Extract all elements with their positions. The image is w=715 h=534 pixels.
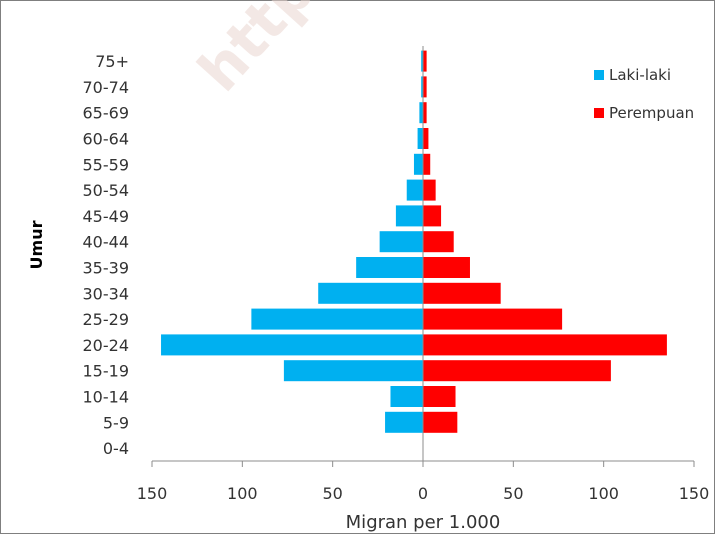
x-tick-label: 100 <box>227 484 258 503</box>
y-tick-label: 10-14 <box>83 388 130 407</box>
x-tick-label: 100 <box>588 484 619 503</box>
bar-perempuan-55-59 <box>423 153 431 175</box>
y-tick-label: 5-9 <box>103 413 129 432</box>
bar-perempuan-15-19 <box>423 360 611 382</box>
bar-laki-laki-5-9 <box>385 411 423 433</box>
bar-perempuan-25-29 <box>423 308 563 330</box>
y-axis-title: Umur <box>27 220 46 269</box>
bar-perempuan-20-24 <box>423 334 667 356</box>
bar-laki-laki-35-39 <box>356 257 423 278</box>
x-tick-label: 150 <box>137 484 168 503</box>
bar-laki-laki-45-49 <box>395 205 423 227</box>
y-tick-labels: 0-4 5-9 10-14 15-19 20-24 25-29 30-34 35-39 40-4… <box>83 52 130 458</box>
bar-perempuan-5-9 <box>423 411 458 433</box>
y-tick-label: 40-44 <box>83 233 130 252</box>
x-tick-label: 150 <box>679 484 710 503</box>
bar-perempuan-40-44 <box>423 231 454 253</box>
bar-laki-laki-60-64 <box>417 128 423 149</box>
bar-laki-laki-40-44 <box>379 231 423 253</box>
y-tick-label: 25-29 <box>83 310 130 329</box>
bar-laki-laki-10-14 <box>390 386 423 407</box>
bar-perempuan-65-69 <box>423 102 427 124</box>
bar-perempuan-45-49 <box>423 205 442 227</box>
bar-laki-laki-75+ <box>421 50 423 72</box>
legend-swatch <box>594 108 604 118</box>
bar-perempuan-75+ <box>423 50 427 72</box>
bar-laki-laki-25-29 <box>251 308 423 330</box>
bar-laki-laki-30-34 <box>318 282 423 304</box>
bar-perempuan-10-14 <box>423 386 456 407</box>
bar-perempuan-60-64 <box>423 128 429 149</box>
y-tick-label: 30-34 <box>83 284 130 303</box>
bar-laki-laki-50-54 <box>406 179 423 201</box>
y-tick-label: 35-39 <box>83 259 130 278</box>
bar-perempuan-50-54 <box>423 179 436 201</box>
bar-laki-laki-55-59 <box>413 153 423 175</box>
bar-laki-laki-65-69 <box>419 102 423 124</box>
y-tick-label: 55-59 <box>83 155 130 174</box>
x-tick-label: 50 <box>322 484 342 503</box>
bar-laki-laki-70-74 <box>421 76 423 98</box>
legend-label: Laki-laki <box>609 66 671 84</box>
x-axis: 150 100 50 0 50 100 150 <box>137 460 710 503</box>
bar-laki-laki-15-19 <box>283 360 423 382</box>
legend-swatch <box>594 70 604 80</box>
legend: Laki-laki Perempuan <box>594 66 694 122</box>
y-tick-label: 20-24 <box>83 336 130 355</box>
y-tick-label: 45-49 <box>83 207 130 226</box>
watermark-text: http <box>185 0 328 104</box>
x-axis-title: Migran per 1.000 <box>346 512 501 533</box>
bar-perempuan-70-74 <box>423 76 427 98</box>
y-tick-label: 50-54 <box>83 181 130 200</box>
bars-group <box>161 46 667 461</box>
y-tick-label: 75+ <box>95 52 129 71</box>
y-tick-label: 0-4 <box>103 439 129 458</box>
y-tick-label: 15-19 <box>83 362 130 381</box>
x-tick-label: 0 <box>418 484 428 503</box>
y-tick-label: 70-74 <box>83 78 130 97</box>
y-tick-label: 60-64 <box>83 130 130 149</box>
bar-perempuan-35-39 <box>423 257 470 278</box>
bar-laki-laki-20-24 <box>161 334 424 356</box>
x-tick-label: 50 <box>503 484 523 503</box>
legend-label: Perempuan <box>609 104 694 122</box>
bar-perempuan-30-34 <box>423 282 501 304</box>
y-tick-label: 65-69 <box>83 104 130 123</box>
